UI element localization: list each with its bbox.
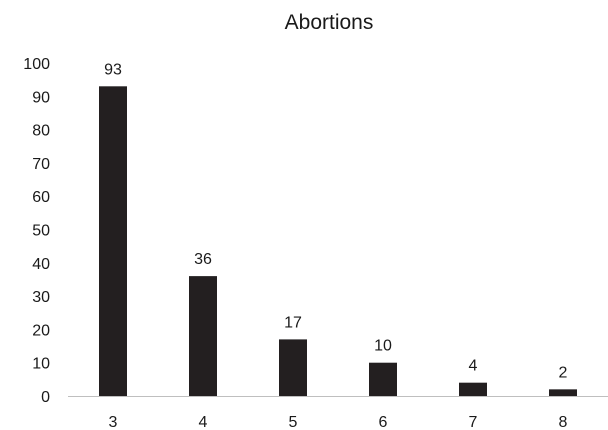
y-axis-ticks: 0 10 20 30 40 50 60 70 80 90 100 <box>23 56 50 406</box>
x-axis-ticks: 3 4 5 6 7 8 <box>109 414 568 430</box>
y-tick-label: 70 <box>32 156 50 173</box>
chart-title: Abortions <box>285 11 374 34</box>
x-tick-label: 5 <box>289 414 298 430</box>
bar <box>549 389 577 396</box>
x-tick-label: 4 <box>199 414 208 430</box>
y-tick-label: 60 <box>32 189 50 206</box>
x-tick-label: 6 <box>379 414 388 430</box>
bar-data-label: 93 <box>104 61 122 78</box>
x-tick-label: 3 <box>109 414 118 430</box>
bar <box>279 339 307 396</box>
y-tick-label: 20 <box>32 322 50 339</box>
x-tick-label: 8 <box>559 414 568 430</box>
y-tick-label: 50 <box>32 223 50 240</box>
y-tick-label: 40 <box>32 256 50 273</box>
bar <box>99 86 127 396</box>
y-tick-label: 100 <box>23 56 50 73</box>
y-tick-label: 0 <box>41 389 50 406</box>
y-tick-label: 10 <box>32 356 50 373</box>
x-tick-label: 7 <box>469 414 478 430</box>
bar-data-label: 2 <box>559 364 568 381</box>
bar <box>459 382 487 396</box>
bar <box>369 362 397 396</box>
bar-data-label: 17 <box>284 314 302 331</box>
bar <box>189 276 217 396</box>
data-labels: 93 36 17 10 4 2 <box>104 61 567 381</box>
y-tick-label: 80 <box>32 123 50 140</box>
y-tick-label: 30 <box>32 289 50 306</box>
bar-data-label: 36 <box>194 251 212 268</box>
y-tick-label: 90 <box>32 89 50 106</box>
bar-data-label: 10 <box>374 338 392 355</box>
bar-data-label: 4 <box>469 358 478 375</box>
bars <box>99 86 577 396</box>
